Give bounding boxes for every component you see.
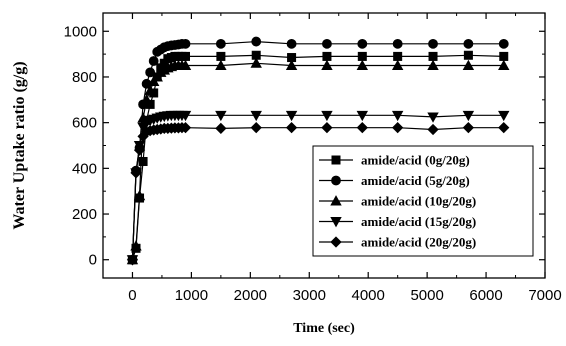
data-point-square — [428, 51, 438, 61]
series-diamond — [126, 122, 510, 266]
x-tick-label: 7000 — [528, 287, 561, 304]
series-triangle-up — [126, 57, 510, 265]
data-point-triangle-down — [462, 110, 475, 122]
data-point-circle — [145, 67, 156, 78]
data-point-square — [216, 51, 226, 61]
data-point-triangle-down — [250, 110, 262, 122]
x-axis-ticks: 0 1000 2000 3000 4000 5000 6000 7000 — [128, 13, 562, 304]
x-tick-label: 4000 — [352, 287, 385, 304]
legend-marker-triangle-down — [330, 217, 342, 228]
data-point-square — [393, 51, 403, 61]
data-point-circle — [251, 36, 262, 47]
legend-entry: amide/acid (0g/20g) — [319, 153, 470, 168]
data-point-triangle-up — [133, 189, 146, 201]
data-point-circle — [180, 38, 191, 49]
legend-marker-square — [331, 155, 341, 165]
data-point-triangle-down — [321, 110, 333, 122]
data-point-triangle-up — [498, 59, 510, 71]
y-axis-ticks: 0 200 400 600 800 1000 — [64, 23, 545, 269]
x-tick-label: 0 — [128, 287, 136, 304]
data-point-diamond — [462, 122, 475, 134]
data-point-diamond — [126, 254, 139, 266]
y-tick-label: 800 — [72, 69, 97, 86]
data-point-circle — [357, 38, 368, 49]
y-tick-label: 200 — [72, 206, 97, 223]
y-tick-label: 600 — [72, 115, 97, 132]
legend-entry: amide/acid (20g/20g) — [319, 235, 476, 250]
data-point-square — [357, 51, 367, 61]
data-point-circle — [498, 38, 509, 49]
data-point-circle — [463, 38, 474, 49]
data-point-diamond — [179, 122, 192, 134]
x-tick-label: 6000 — [469, 287, 502, 304]
y-axis-title: Water Uptake ratio (g/g) — [11, 61, 28, 229]
data-point-triangle-up — [144, 84, 156, 96]
x-tick-label: 1000 — [175, 287, 208, 304]
data-point-diamond — [285, 122, 298, 134]
data-point-circle — [428, 38, 438, 49]
x-tick-label: 3000 — [293, 287, 326, 304]
legend: amide/acid (0g/20g) amide/acid (5g/20g) am… — [312, 145, 534, 257]
data-point-triangle-up — [462, 59, 475, 71]
data-point-circle — [215, 38, 226, 49]
data-point-circle — [322, 38, 332, 49]
legend-marker-circle — [331, 175, 341, 186]
data-point-triangle-down — [179, 110, 192, 122]
data-point-diamond — [130, 167, 142, 179]
x-tick-label: 2000 — [234, 287, 267, 304]
data-point-triangle-up — [427, 59, 439, 71]
data-point-triangle-up — [140, 93, 153, 105]
data-point-triangle-up — [391, 59, 404, 71]
legend-marker-diamond — [330, 236, 342, 248]
data-point-triangle-up — [215, 59, 227, 71]
y-tick-label: 400 — [72, 160, 97, 177]
data-point-diamond — [356, 122, 368, 134]
axes: 0 1000 2000 3000 4000 5000 6000 7000 0 200 400 600… — [11, 12, 562, 336]
data-point-triangle-up — [321, 59, 333, 71]
x-axis-title: Time (sec) — [293, 321, 355, 336]
data-point-diamond — [321, 122, 333, 134]
data-point-triangle-up — [179, 59, 192, 71]
legend-entry: amide/acid (5g/20g) — [319, 173, 470, 188]
data-point-diamond — [498, 122, 510, 134]
legend-marker-triangle-up — [330, 195, 342, 206]
legend-label: amide/acid (10g/20g) — [361, 194, 476, 209]
data-point-square — [322, 51, 332, 61]
data-point-triangle-down — [498, 110, 510, 122]
data-point-triangle-down — [427, 112, 439, 123]
legend-label: amide/acid (15g/20g) — [361, 214, 476, 229]
data-point-triangle-down — [215, 110, 227, 122]
data-point-triangle-up — [250, 57, 262, 68]
data-point-triangle-down — [356, 110, 369, 122]
data-point-triangle-down — [285, 110, 298, 122]
legend-label: amide/acid (20g/20g) — [361, 235, 476, 250]
data-point-circle — [148, 56, 159, 66]
legend-entry: amide/acid (10g/20g) — [319, 194, 476, 209]
data-point-square — [138, 156, 148, 166]
data-point-diamond — [392, 122, 404, 134]
data-point-diamond — [427, 123, 439, 136]
legend-label: amide/acid (0g/20g) — [361, 153, 470, 168]
data-point-triangle-up — [285, 59, 298, 71]
y-tick-label: 0 — [89, 252, 97, 269]
plot-area — [126, 36, 510, 266]
data-point-square — [181, 51, 191, 61]
x-tick-label: 5000 — [410, 287, 443, 304]
legend-entry: amide/acid (15g/20g) — [319, 214, 476, 229]
data-point-diamond — [133, 144, 146, 156]
legend-label: amide/acid (5g/20g) — [361, 173, 470, 188]
data-point-circle — [286, 38, 297, 49]
data-point-diamond — [215, 122, 227, 134]
data-point-circle — [392, 38, 403, 49]
data-point-square — [463, 50, 473, 60]
data-point-square — [499, 51, 509, 61]
data-point-triangle-down — [391, 110, 404, 122]
y-tick-label: 1000 — [64, 23, 97, 40]
data-point-triangle-up — [356, 59, 369, 71]
data-point-diamond — [250, 122, 262, 134]
